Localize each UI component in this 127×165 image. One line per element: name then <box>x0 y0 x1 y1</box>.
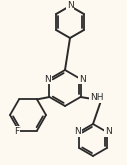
Text: N: N <box>74 128 81 136</box>
Text: F: F <box>14 127 20 136</box>
Text: N: N <box>67 1 73 11</box>
Text: NH: NH <box>90 94 103 102</box>
Text: N: N <box>105 128 112 136</box>
Text: N: N <box>79 75 85 83</box>
Text: N: N <box>45 75 51 83</box>
